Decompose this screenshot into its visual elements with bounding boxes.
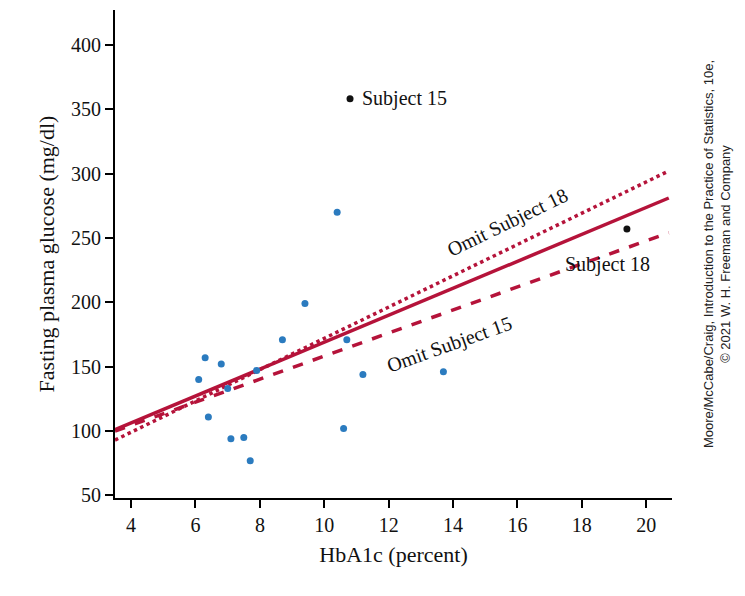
svg-text:Omit Subject 18: Omit Subject 18 — [444, 184, 572, 262]
svg-text:100: 100 — [71, 420, 101, 442]
svg-text:Omit Subject 15: Omit Subject 15 — [384, 312, 515, 378]
svg-text:20: 20 — [636, 514, 656, 536]
svg-text:300: 300 — [71, 163, 101, 185]
svg-text:HbA1c (percent): HbA1c (percent) — [319, 542, 467, 567]
svg-text:400: 400 — [71, 34, 101, 56]
svg-text:50: 50 — [81, 484, 101, 506]
svg-text:14: 14 — [443, 514, 463, 536]
svg-text:150: 150 — [71, 356, 101, 378]
svg-text:18: 18 — [572, 514, 592, 536]
svg-text:6: 6 — [190, 514, 200, 536]
svg-text:16: 16 — [507, 514, 527, 536]
svg-text:Subject 15: Subject 15 — [362, 87, 447, 110]
svg-text:12: 12 — [379, 514, 399, 536]
svg-text:250: 250 — [71, 227, 101, 249]
svg-text:200: 200 — [71, 291, 101, 313]
svg-text:Moore/McCabe/Craig, Introducti: Moore/McCabe/Craig, Introduction to the … — [701, 60, 733, 448]
svg-text:4: 4 — [126, 514, 136, 536]
svg-text:10: 10 — [314, 514, 334, 536]
svg-text:Fasting plasma glucose (mg/dl): Fasting plasma glucose (mg/dl) — [34, 116, 59, 393]
svg-text:350: 350 — [71, 98, 101, 120]
svg-text:Subject 18: Subject 18 — [565, 253, 650, 276]
svg-text:8: 8 — [255, 514, 265, 536]
